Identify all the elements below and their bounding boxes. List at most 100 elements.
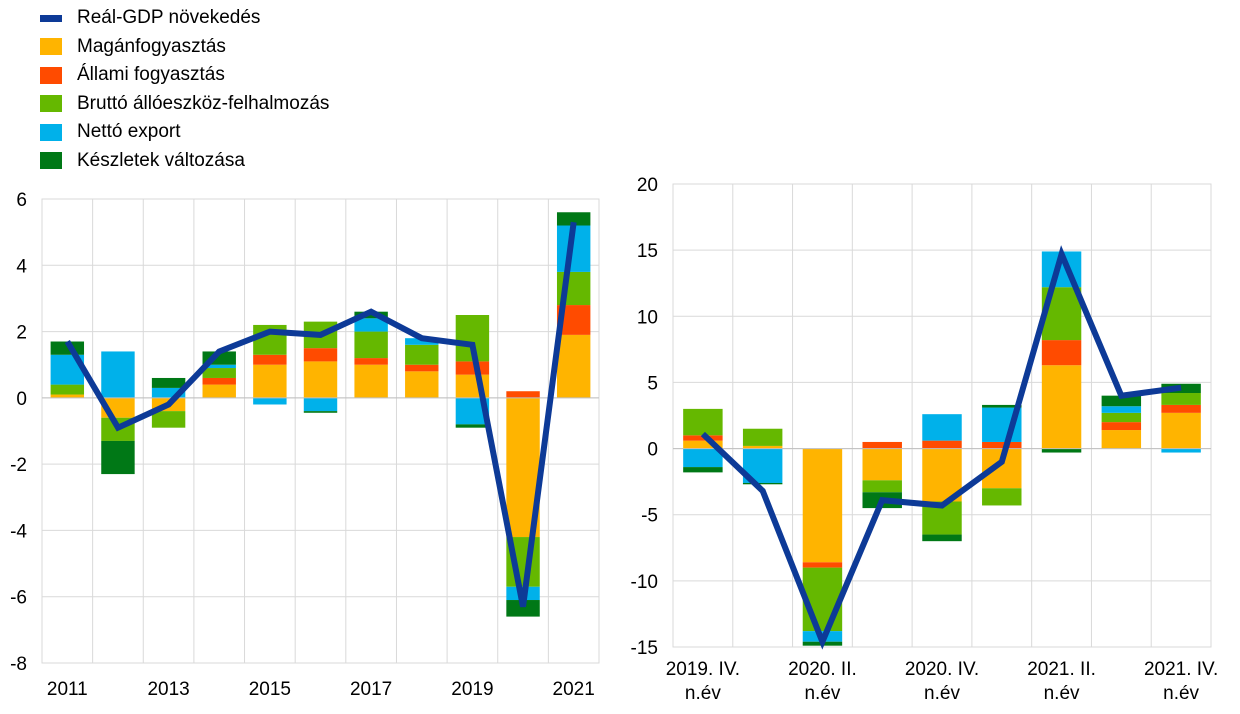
bar-segment-inventories [556,212,591,226]
y-tick-label: 5 [647,373,658,394]
bar-segment-private [683,440,723,449]
x-tick-label: n.év [685,683,721,704]
bar-segment-net_export [405,338,439,345]
bar-segment-net_export [101,351,135,398]
x-tick-label: 2015 [249,679,291,700]
legend-swatch-private [40,38,62,56]
bar-segment-investment [742,428,783,446]
bar-segment-inventories [101,440,135,475]
bar-segment-government [862,441,902,449]
bar-segment-government [202,377,236,385]
bar-segment-inventories [982,404,1022,408]
y-tick-label: -6 [10,588,27,609]
bar-segment-investment [802,567,843,632]
legend-item-net-export: Nettó export [40,118,329,147]
x-tick-label: 2019. IV. [666,659,740,680]
bar-segment-net_export [202,364,236,369]
bar-segment-private [253,364,287,398]
bar-segment-inventories [151,377,186,388]
bar-segment-inventories [742,482,783,485]
bar-segment-private [303,361,338,398]
x-tick-label: n.év [924,683,960,704]
bar-segment-net_export [1161,448,1201,453]
legend-swatch-government [40,66,62,84]
y-tick-label: 4 [16,256,27,277]
y-tick-label: 6 [16,190,27,211]
x-tick-label: 2011 [47,679,88,700]
x-tick-label: n.év [1163,683,1199,704]
x-tick-label: 2019 [451,679,493,700]
bar-segment-private [1101,430,1142,449]
bar-segment-private [405,371,439,398]
bar-segment-private [802,448,843,563]
bar-segment-net_export [922,414,962,441]
y-tick-label: -10 [631,572,658,593]
gdp-line [700,245,1182,650]
bar-segment-inventories [506,600,540,617]
x-tick-label: 2021 [553,679,595,700]
y-tick-label: -15 [631,638,658,659]
x-tick-label: 2020. II. [788,659,857,680]
legend-swatch-gdp [40,14,62,22]
bar-segment-government [1041,340,1082,366]
legend-item-government: Állami fogyasztás [40,61,329,90]
legend-item-investment: Bruttó állóeszköz-felhalmozás [40,90,329,119]
bar-segment-private [742,445,783,449]
bar-segment-investment [405,344,439,365]
x-tick-label: 2013 [147,679,189,700]
bar-segment-inventories [303,411,338,413]
bar-segment-government [405,364,439,372]
bar-segment-government [506,391,540,398]
bar-segment-investment [683,408,723,436]
bar-segment-inventories [922,534,962,542]
bar-segment-inventories [683,467,723,473]
bar-segment-government [1101,422,1142,431]
y-tick-label: -4 [10,521,27,542]
y-tick-label: -2 [10,455,27,476]
bar-segment-private [1161,412,1201,449]
bar-segment-investment [1101,412,1142,423]
y-tick-label: -8 [10,654,27,675]
bar-segment-net_export [354,318,388,332]
bar-segment-investment [1161,393,1201,405]
bar-segment-private [354,364,388,398]
bar-segment-inventories [455,424,490,428]
bar-segment-private [556,334,591,398]
legend-item-gdp: Reál-GDP növekedés [40,4,329,33]
bar-segment-investment [50,384,85,395]
bar-segment-private [1041,365,1082,449]
legend-swatch-inventories [40,152,62,170]
bar-segment-net_export [683,448,723,468]
bar-segment-government [354,358,388,365]
legend-label-inventories: Készletek változása [77,149,245,171]
bar-segment-investment [982,488,1022,506]
bar-segment-government [802,562,843,568]
y-tick-label: 0 [16,389,27,410]
bar-segment-net_export [151,387,186,398]
y-tick-label: 20 [637,175,658,196]
bar-segment-net_export [1101,406,1142,413]
legend-swatch-investment [40,95,62,113]
legend-swatch-net-export [40,123,62,141]
x-tick-label: 2021. IV. [1144,659,1218,680]
bar-segment-private [202,384,236,398]
bar-segment-government [253,354,287,365]
legend-item-inventories: Készletek változása [40,147,329,176]
legend: Reál-GDP növekedés Magánfogyasztás Állam… [40,4,329,175]
x-tick-label: 2017 [350,679,392,700]
legend-label-government: Állami fogyasztás [77,64,225,86]
y-tick-label: 15 [637,241,658,262]
bar-segment-investment [202,368,236,378]
bar-segment-net_export [253,397,287,405]
y-tick-label: 0 [647,440,658,461]
gdp-line [64,221,577,608]
annual-chart: -8 -6 -4 -2 0 2 4 6 2011 2013 2015 2017 2019 2021 [10,190,600,700]
bar-segment-government [455,361,490,375]
bar-segment-investment [862,480,902,493]
bar-segment-government [982,441,1022,449]
legend-label-private: Magánfogyasztás [77,35,226,57]
legend-label-investment: Bruttó állóeszköz-felhalmozás [77,92,330,114]
x-tick-label: n.év [804,683,840,704]
legend-label-net-export: Nettó export [77,121,181,143]
y-tick-label: 10 [637,307,658,328]
